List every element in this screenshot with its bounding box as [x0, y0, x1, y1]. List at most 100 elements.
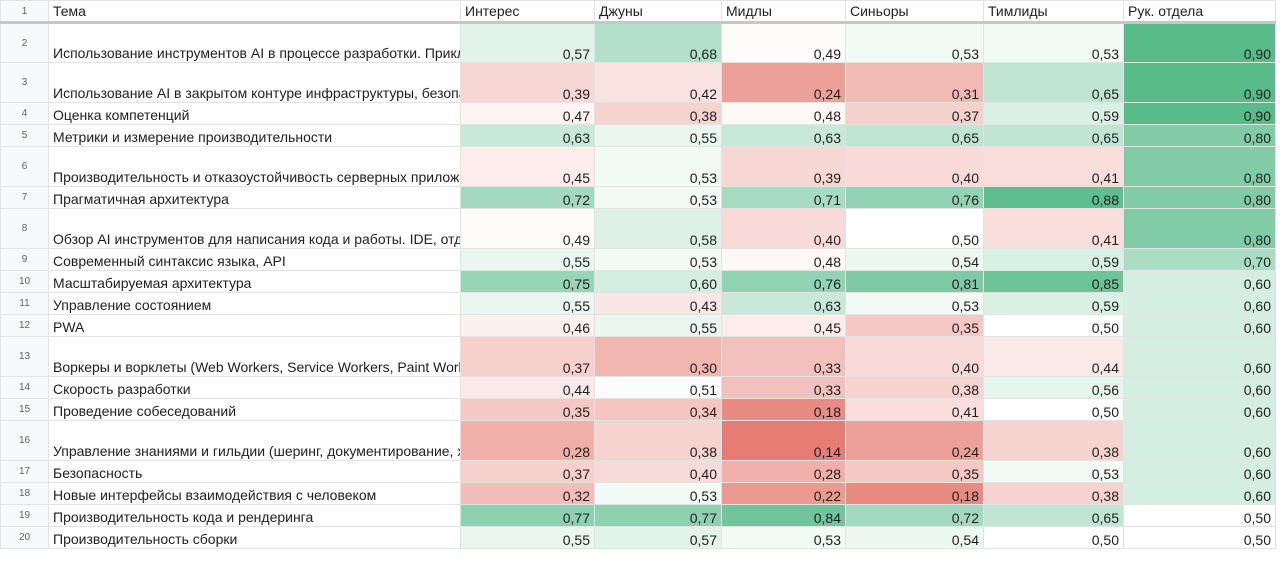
value-cell[interactable]: 0,40 — [594, 460, 722, 483]
value-cell[interactable]: 0,68 — [594, 22, 722, 63]
value-cell[interactable]: 0,76 — [845, 186, 984, 209]
value-cell[interactable]: 0,60 — [1123, 460, 1276, 483]
topic-cell[interactable]: Обзор AI инструментов для написания кода… — [48, 208, 461, 249]
topic-cell[interactable]: Масштабируемая архитектура — [48, 270, 461, 293]
column-header-juniors[interactable]: Джуны — [594, 0, 722, 24]
column-header-teamleads[interactable]: Тимлиды — [983, 0, 1124, 24]
value-cell[interactable]: 0,37 — [460, 460, 595, 483]
value-cell[interactable]: 0,50 — [983, 398, 1124, 421]
value-cell[interactable]: 0,48 — [721, 248, 846, 271]
value-cell[interactable]: 0,60 — [594, 270, 722, 293]
value-cell[interactable]: 0,55 — [594, 314, 722, 337]
row-number[interactable]: 16 — [0, 420, 49, 461]
value-cell[interactable]: 0,35 — [845, 314, 984, 337]
value-cell[interactable]: 0,70 — [1123, 248, 1276, 271]
column-header-middles[interactable]: Мидлы — [721, 0, 846, 24]
value-cell[interactable]: 0,50 — [983, 314, 1124, 337]
value-cell[interactable]: 0,55 — [460, 248, 595, 271]
value-cell[interactable]: 0,53 — [721, 526, 846, 549]
value-cell[interactable]: 0,41 — [983, 146, 1124, 187]
topic-cell[interactable]: Воркеры и ворклеты (Web Workers, Service… — [48, 336, 461, 377]
value-cell[interactable]: 0,28 — [460, 420, 595, 461]
value-cell[interactable]: 0,58 — [594, 208, 722, 249]
value-cell[interactable]: 0,18 — [721, 398, 846, 421]
value-cell[interactable]: 0,40 — [845, 336, 984, 377]
value-cell[interactable]: 0,81 — [845, 270, 984, 293]
topic-cell[interactable]: Использование инструментов AI в процессе… — [48, 22, 461, 63]
value-cell[interactable]: 0,65 — [983, 504, 1124, 527]
value-cell[interactable]: 0,47 — [460, 102, 595, 125]
topic-cell[interactable]: Скорость разработки — [48, 376, 461, 399]
value-cell[interactable]: 0,80 — [1123, 186, 1276, 209]
value-cell[interactable]: 0,41 — [983, 208, 1124, 249]
value-cell[interactable]: 0,41 — [845, 398, 984, 421]
value-cell[interactable]: 0,57 — [594, 526, 722, 549]
value-cell[interactable]: 0,59 — [983, 102, 1124, 125]
value-cell[interactable]: 0,24 — [845, 420, 984, 461]
column-header-interest[interactable]: Интерес — [460, 0, 595, 24]
value-cell[interactable]: 0,46 — [460, 314, 595, 337]
value-cell[interactable]: 0,48 — [721, 102, 846, 125]
value-cell[interactable]: 0,40 — [721, 208, 846, 249]
value-cell[interactable]: 0,80 — [1123, 146, 1276, 187]
value-cell[interactable]: 0,35 — [845, 460, 984, 483]
row-number[interactable]: 5 — [0, 124, 49, 147]
value-cell[interactable]: 0,34 — [594, 398, 722, 421]
topic-cell[interactable]: Новые интерфейсы взаимодействия с челове… — [48, 482, 461, 505]
value-cell[interactable]: 0,53 — [845, 22, 984, 63]
topic-cell[interactable]: Оценка компетенций — [48, 102, 461, 125]
value-cell[interactable]: 0,77 — [460, 504, 595, 527]
value-cell[interactable]: 0,49 — [721, 22, 846, 63]
value-cell[interactable]: 0,80 — [1123, 124, 1276, 147]
value-cell[interactable]: 0,60 — [1123, 398, 1276, 421]
value-cell[interactable]: 0,59 — [983, 292, 1124, 315]
value-cell[interactable]: 0,22 — [721, 482, 846, 505]
value-cell[interactable]: 0,53 — [983, 22, 1124, 63]
topic-cell[interactable]: Проведение собеседований — [48, 398, 461, 421]
value-cell[interactable]: 0,51 — [594, 376, 722, 399]
value-cell[interactable]: 0,24 — [721, 62, 846, 103]
row-number[interactable]: 15 — [0, 398, 49, 421]
value-cell[interactable]: 0,60 — [1123, 292, 1276, 315]
row-number[interactable]: 12 — [0, 314, 49, 337]
value-cell[interactable]: 0,44 — [460, 376, 595, 399]
value-cell[interactable]: 0,53 — [594, 186, 722, 209]
value-cell[interactable]: 0,71 — [721, 186, 846, 209]
value-cell[interactable]: 0,55 — [594, 124, 722, 147]
row-number[interactable]: 17 — [0, 460, 49, 483]
topic-cell[interactable]: Производительность и отказоустойчивость … — [48, 146, 461, 187]
topic-cell[interactable]: Безопасность — [48, 460, 461, 483]
topic-cell[interactable]: Управление знаниями и гильдии (шеринг, д… — [48, 420, 461, 461]
row-number[interactable]: 1 — [0, 0, 49, 24]
value-cell[interactable]: 0,65 — [845, 124, 984, 147]
value-cell[interactable]: 0,50 — [1123, 504, 1276, 527]
value-cell[interactable]: 0,60 — [1123, 336, 1276, 377]
value-cell[interactable]: 0,38 — [983, 420, 1124, 461]
value-cell[interactable]: 0,63 — [721, 292, 846, 315]
column-header-seniors[interactable]: Синьоры — [845, 0, 984, 24]
value-cell[interactable]: 0,44 — [983, 336, 1124, 377]
value-cell[interactable]: 0,80 — [1123, 208, 1276, 249]
topic-cell[interactable]: Метрики и измерение производительности — [48, 124, 461, 147]
row-number[interactable]: 20 — [0, 526, 49, 549]
value-cell[interactable]: 0,90 — [1123, 22, 1276, 63]
row-number[interactable]: 11 — [0, 292, 49, 315]
row-number[interactable]: 19 — [0, 504, 49, 527]
value-cell[interactable]: 0,39 — [721, 146, 846, 187]
value-cell[interactable]: 0,45 — [721, 314, 846, 337]
value-cell[interactable]: 0,90 — [1123, 62, 1276, 103]
value-cell[interactable]: 0,42 — [594, 62, 722, 103]
row-number[interactable]: 3 — [0, 62, 49, 103]
value-cell[interactable]: 0,37 — [845, 102, 984, 125]
value-cell[interactable]: 0,50 — [1123, 526, 1276, 549]
value-cell[interactable]: 0,63 — [721, 124, 846, 147]
value-cell[interactable]: 0,53 — [594, 482, 722, 505]
value-cell[interactable]: 0,55 — [460, 526, 595, 549]
value-cell[interactable]: 0,60 — [1123, 420, 1276, 461]
value-cell[interactable]: 0,31 — [845, 62, 984, 103]
value-cell[interactable]: 0,37 — [460, 336, 595, 377]
value-cell[interactable]: 0,38 — [594, 420, 722, 461]
value-cell[interactable]: 0,85 — [983, 270, 1124, 293]
value-cell[interactable]: 0,32 — [460, 482, 595, 505]
value-cell[interactable]: 0,38 — [594, 102, 722, 125]
